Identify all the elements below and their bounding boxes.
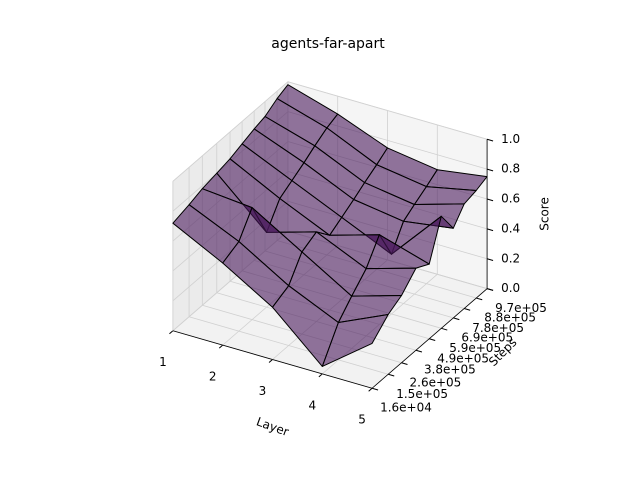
tick-mark bbox=[415, 349, 423, 353]
x-tick-label: 1 bbox=[159, 355, 167, 369]
tick-mark bbox=[476, 297, 483, 301]
y-tick-label: 9.7e+05 bbox=[495, 301, 547, 315]
y-tick-label: 2.6e+05 bbox=[410, 375, 462, 389]
z-tick-label: 0.4 bbox=[501, 221, 520, 235]
x-tick-label: 5 bbox=[358, 413, 366, 427]
z-tick-label: 0.8 bbox=[501, 162, 520, 176]
tick-mark bbox=[453, 317, 460, 321]
tick-mark bbox=[486, 138, 494, 142]
surface-face bbox=[321, 314, 389, 367]
z-axis-label: Score bbox=[538, 197, 552, 231]
z-tick-label: 0.0 bbox=[501, 281, 520, 295]
tick-mark bbox=[371, 387, 379, 391]
y-tick-label: 4.9e+05 bbox=[437, 351, 489, 365]
tick-mark bbox=[486, 228, 494, 232]
tick-mark bbox=[368, 387, 373, 392]
x-axis-line bbox=[172, 330, 373, 389]
x-tick-label: 4 bbox=[308, 398, 316, 412]
y-axis-line bbox=[371, 288, 488, 389]
tick-mark bbox=[318, 373, 323, 378]
tick-mark bbox=[441, 327, 448, 331]
y-tick-label: 1.5e+05 bbox=[396, 387, 448, 401]
x-tick-label: 2 bbox=[209, 370, 217, 384]
tick-mark bbox=[486, 258, 494, 261]
y-tick-label: 6.9e+05 bbox=[461, 330, 513, 344]
y-tick-label: 8.8e+05 bbox=[484, 311, 536, 325]
tick-mark bbox=[268, 359, 273, 363]
y-tick-label: 3.8e+05 bbox=[424, 363, 476, 377]
z-tick-label: 0.2 bbox=[501, 251, 520, 265]
y-tick-label: 7.8e+05 bbox=[472, 321, 524, 335]
grid-line bbox=[287, 81, 488, 140]
tick-mark bbox=[169, 330, 174, 335]
chart-title: agents-far-apart bbox=[271, 36, 385, 52]
tick-mark bbox=[486, 168, 494, 172]
y-tick-label: 5.9e+05 bbox=[449, 341, 501, 355]
y-tick-label: 1.6e+04 bbox=[380, 401, 432, 415]
tick-mark bbox=[401, 362, 408, 365]
tick-mark bbox=[429, 338, 436, 341]
grid-line bbox=[188, 316, 389, 375]
tick-mark bbox=[464, 308, 471, 311]
tick-mark bbox=[486, 288, 494, 291]
z-tick-label: 0.6 bbox=[501, 192, 520, 206]
tick-mark bbox=[218, 344, 224, 349]
z-tick-label: 1.0 bbox=[501, 132, 520, 146]
tick-mark bbox=[388, 373, 395, 377]
tick-mark bbox=[486, 198, 494, 202]
x-tick-label: 3 bbox=[259, 384, 267, 398]
grid-line bbox=[172, 81, 289, 182]
